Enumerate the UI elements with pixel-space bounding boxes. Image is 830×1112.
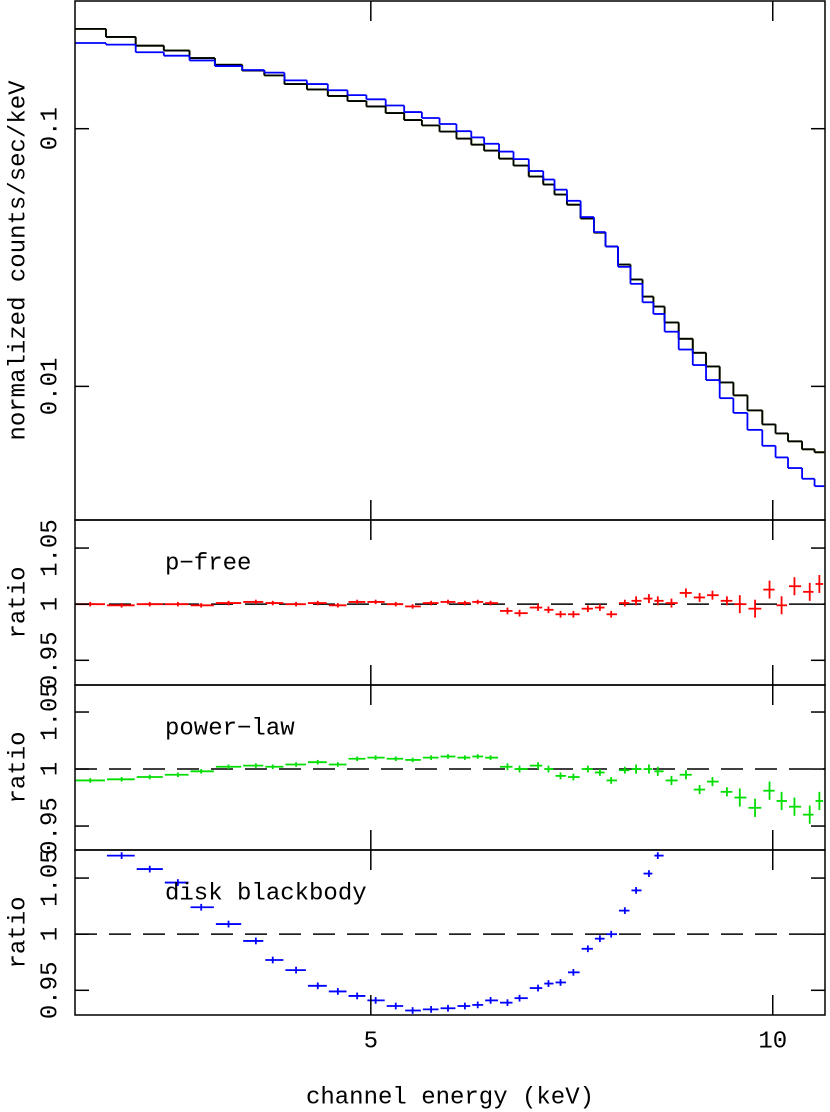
panel-frame	[74, 684, 826, 851]
y-tick-label: 0.95	[37, 632, 64, 690]
plot-area	[75, 27, 825, 488]
panel-frame	[74, 849, 826, 1016]
y-tick-label: 0.95	[37, 962, 64, 1020]
y-tick-label: 1	[37, 597, 64, 611]
plot-area	[75, 852, 825, 1014]
y-tick-label: 1.05	[37, 519, 64, 577]
panel-label: p−free	[165, 550, 251, 577]
y-axis-title: ratio	[5, 896, 32, 968]
x-axis-title: channel energy (keV)	[306, 1084, 594, 1111]
y-tick-label: 0.95	[37, 797, 64, 855]
y-tick-label: 1.05	[37, 683, 64, 741]
y-tick-label: 1	[37, 762, 64, 776]
x-tick-label: 5	[364, 1028, 378, 1055]
y-tick-label: 0.01	[37, 358, 64, 416]
plot-area	[75, 754, 825, 824]
y-tick-label: 1	[37, 927, 64, 941]
x-tick-label: 10	[758, 1028, 787, 1055]
y-axis-title: normalized counts/sec/keV	[5, 80, 32, 441]
panel-label: disk blackbody	[165, 880, 367, 907]
panel-frame	[74, 0, 826, 521]
y-axis-title: ratio	[5, 566, 32, 638]
y-tick-label: 1.05	[37, 849, 64, 907]
plot-area	[75, 575, 825, 618]
panel-label: power−law	[165, 715, 295, 742]
y-axis-title: ratio	[5, 731, 32, 803]
y-tick-label: 0.1	[37, 107, 64, 150]
